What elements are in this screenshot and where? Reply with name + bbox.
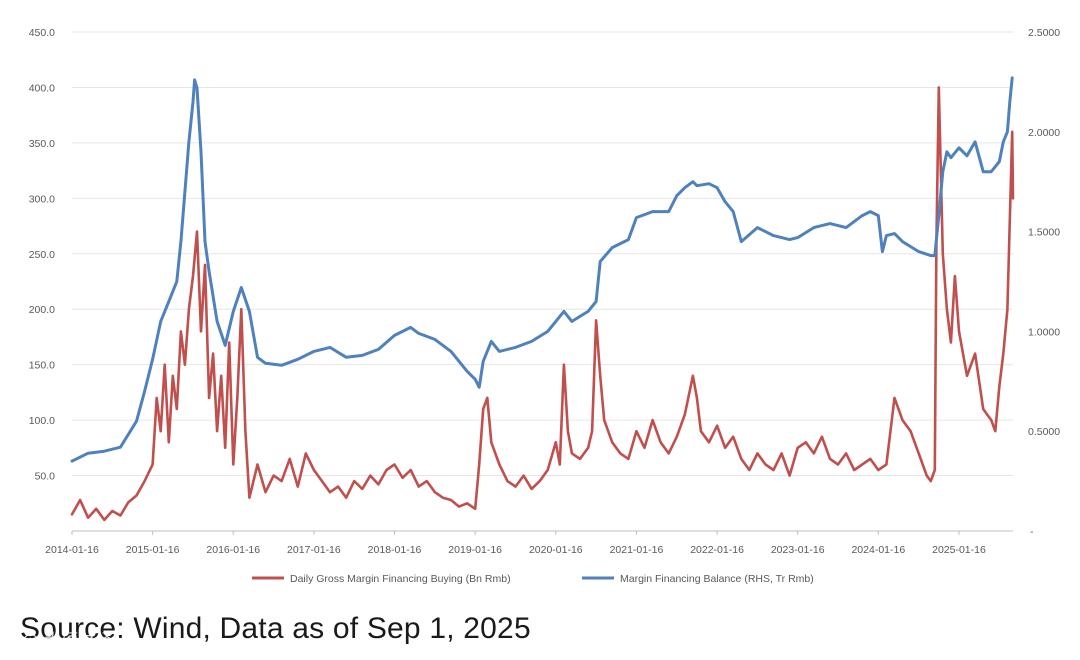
legend-label-buying: Daily Gross Margin Financing Buying (Bn … <box>290 573 511 585</box>
x-tick-label: 2020-01-16 <box>529 544 583 556</box>
x-tick-label: 2022-01-16 <box>690 544 744 556</box>
y-axis-left: 50.0 100.0 150.0 200.0 250.0 300.0 350.0 400.0 4… <box>29 27 55 483</box>
y-left-tick-label: 100.0 <box>29 415 55 427</box>
legend-label-balance: Margin Financing Balance (RHS, Tr Rmb) <box>620 573 814 585</box>
x-tick-label: 2016-01-16 <box>206 544 260 556</box>
y-right-tick-label: 0.5000 <box>1028 426 1060 438</box>
y-axis-right: - 0.5000 1.0000 1.5000 2.0000 2.5000 <box>1028 27 1060 538</box>
series-line-margin-balance <box>70 76 1014 463</box>
x-tick-label: 2019-01-16 <box>448 544 502 556</box>
series-lines <box>70 76 1015 522</box>
gridlines <box>72 31 1013 532</box>
y-left-tick-label: 400.0 <box>29 82 55 94</box>
x-tick-label: 2024-01-16 <box>851 544 905 556</box>
legend: Daily Gross Margin Financing Buying (Bn … <box>252 573 814 585</box>
x-tick-label: 2015-01-16 <box>126 544 180 556</box>
y-left-tick-label: 150.0 <box>29 360 55 372</box>
y-right-tick-label: 1.0000 <box>1028 326 1060 338</box>
y-left-tick-label: 450.0 <box>29 27 55 39</box>
y-right-tick-label: - <box>1030 526 1034 538</box>
y-right-tick-label: 2.0000 <box>1028 127 1060 139</box>
source-caption: Source: Wind, Data as of Sep 1, 2025 <box>20 612 531 645</box>
x-tick-label: 2014-01-16 <box>45 544 99 556</box>
y-right-tick-label: 1.5000 <box>1028 227 1060 239</box>
y-left-tick-label: 350.0 <box>29 138 55 150</box>
y-right-tick-label: 2.5000 <box>1028 27 1060 39</box>
x-tick-label: 2018-01-16 <box>368 544 422 556</box>
x-tick-label: 2017-01-16 <box>287 544 341 556</box>
x-tick-label: 2023-01-16 <box>771 544 825 556</box>
y-left-tick-label: 50.0 <box>35 471 56 483</box>
margin-chart: 50.0 100.0 150.0 200.0 250.0 300.0 350.0 400.0 4… <box>29 27 1061 585</box>
series-line-margin-buying <box>70 86 1015 522</box>
y-left-tick-label: 300.0 <box>29 193 55 205</box>
x-tick-label: 2021-01-16 <box>610 544 664 556</box>
y-left-tick-label: 250.0 <box>29 249 55 261</box>
x-tick-label: 2025-01-16 <box>932 544 986 556</box>
watermark: @ 大硕财经 <box>22 631 113 651</box>
x-axis: 2014-01-16 2015-01-16 2016-01-16 2017-01-16… <box>45 531 986 556</box>
y-left-tick-label: 200.0 <box>29 304 55 316</box>
